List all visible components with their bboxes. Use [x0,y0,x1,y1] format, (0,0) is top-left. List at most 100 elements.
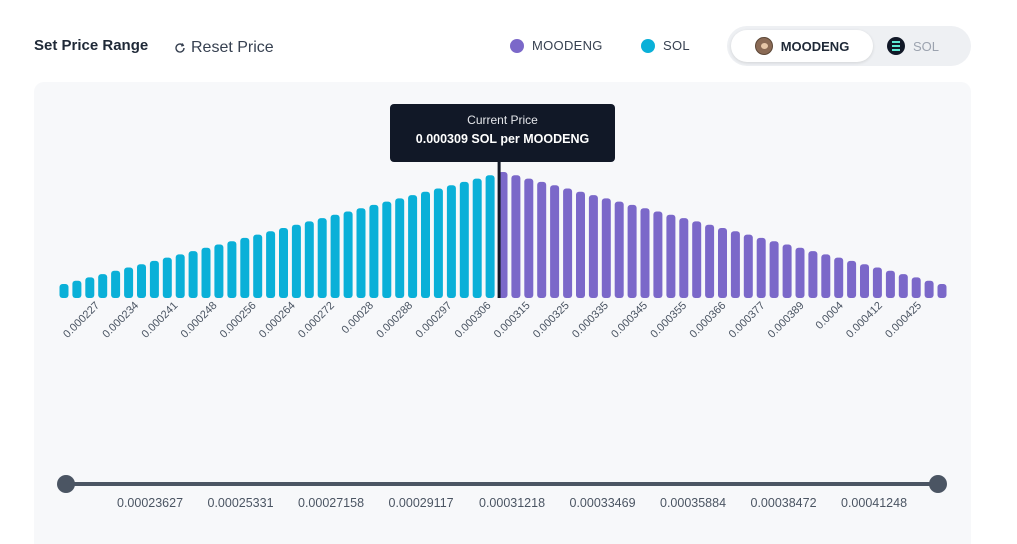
x-tick-label: 0.000389 [766,300,807,341]
x-tick-label: 0.000325 [531,300,572,341]
liquidity-bar [834,257,844,298]
liquidity-bar [85,277,95,298]
toggle-sol-label: SOL [913,38,940,54]
slider-handle-min[interactable] [57,475,75,493]
liquidity-bar [847,260,857,298]
x-tick-label: 0.000377 [727,300,768,341]
x-tick-label: 0.000288 [374,300,415,341]
liquidity-bar [679,218,689,298]
liquidity-bar [524,178,534,298]
liquidity-bar [330,214,340,298]
liquidity-bar [885,270,895,298]
reset-price-button[interactable]: Reset Price [174,39,274,57]
slider-price-label: 0.00025331 [207,496,274,510]
reset-price-label: Reset Price [191,39,274,56]
legend-moodeng-label: MOODENG [532,38,603,53]
slider-handle-max[interactable] [929,475,947,493]
slider-price-label: 0.00038472 [750,496,817,510]
liquidity-bar [124,267,134,298]
slider-price-label: 0.00033469 [569,496,636,510]
liquidity-bar [743,234,753,298]
x-tick-label: 0.000297 [413,300,454,341]
liquidity-bar [201,247,211,298]
liquidity-bar [266,231,276,298]
liquidity-bar [614,201,624,298]
liquidity-bar [111,270,121,298]
liquidity-bar [472,178,482,298]
x-tick-label: 0.0004 [814,300,846,332]
liquidity-bar [898,274,908,298]
liquidity-bar [253,234,263,298]
x-tick-label: 0.000264 [257,300,298,341]
liquidity-bar [808,251,818,298]
liquidity-bar [653,211,663,298]
liquidity-bar [576,191,585,298]
x-tick-label: 0.000335 [570,300,611,341]
sol-dot-icon [641,38,655,53]
liquidity-bar [317,218,327,298]
liquidity-bar [98,274,108,298]
x-tick-label: 0.000345 [609,300,650,341]
liquidity-bar [563,188,573,298]
liquidity-bar [860,264,869,298]
liquidity-bar [369,204,379,298]
liquidity-bar [601,198,611,298]
liquidity-bar [162,257,172,298]
liquidity-bar [459,181,469,298]
liquidity-bar [588,195,598,298]
tooltip-title: Current Price [467,113,538,127]
legend-sol: SOL [641,38,690,53]
liquidity-bar [692,221,702,298]
slider-price-label: 0.00031218 [479,496,546,510]
liquidity-bar [782,244,792,298]
liquidity-bar [382,201,392,298]
toggle-moodeng[interactable]: MOODENG [731,30,873,62]
liquidity-bar [446,185,456,298]
liquidity-bar [279,228,288,298]
x-tick-label: 0.000272 [296,300,337,341]
liquidity-bar [705,224,715,298]
legend-moodeng: MOODENG [510,38,603,53]
sol-token-icon [887,37,905,55]
liquidity-bar [59,284,69,298]
x-tick-label: 0.000355 [648,300,689,341]
liquidity-bar [421,191,430,298]
liquidity-bar [149,260,159,298]
legend-sol-label: SOL [663,38,690,53]
liquidity-bar [666,214,676,298]
x-tick-label: 0.00028 [340,300,377,337]
liquidity-bar [291,224,301,298]
x-tick-label: 0.000366 [687,300,728,341]
liquidity-bar [304,221,314,298]
x-tick-label: 0.000412 [844,300,885,341]
liquidity-bar [485,175,495,298]
liquidity-bar [640,208,650,298]
refresh-icon [175,43,185,53]
liquidity-bar [227,241,237,298]
price-range-slider-track[interactable] [64,482,938,486]
x-tick-label: 0.000315 [492,300,533,341]
toggle-sol[interactable]: SOL [887,30,967,62]
liquidity-bar [795,247,805,298]
liquidity-bar [498,172,508,298]
slider-price-label: 0.00041248 [841,496,908,510]
liquidity-bar [343,211,353,298]
liquidity-bar [137,264,146,298]
tooltip-value: 0.000309 SOL per MOODENG [415,132,590,146]
header-title: Set Price Range [34,37,149,54]
moodeng-token-icon [754,37,773,55]
liquidity-bar [937,284,947,298]
liquidity-bar [188,251,198,298]
x-tick-label: 0.000248 [179,300,220,341]
slider-price-label: 0.00035884 [660,496,727,510]
liquidity-bar [175,254,185,298]
liquidity-bar [924,280,934,298]
token-toggle: MOODENG SOL [727,26,971,66]
slider-price-label: 0.00023627 [117,496,184,510]
liquidity-bar [627,204,637,298]
liquidity-bar [408,195,418,298]
moodeng-dot-icon [510,38,524,53]
x-tick-label: 0.000425 [883,300,924,341]
x-tick-label: 0.000256 [218,300,259,341]
